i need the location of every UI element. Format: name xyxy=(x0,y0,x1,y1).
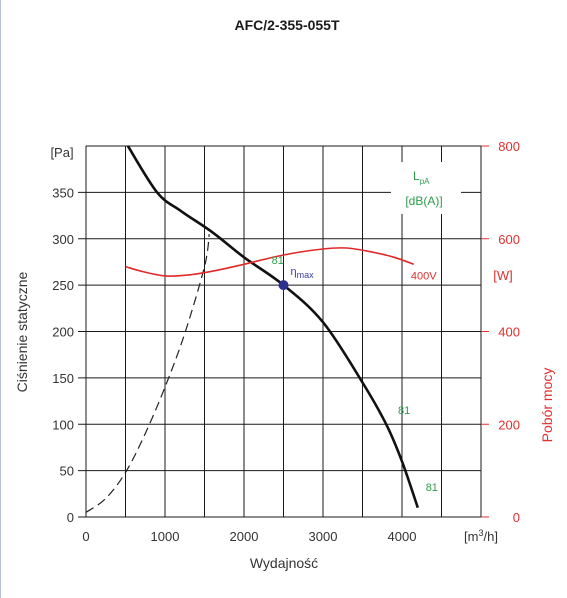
y2-tick-label: 400 xyxy=(498,325,520,340)
x-tick-label: 1000 xyxy=(151,529,180,544)
noise-legend: LpA [dB(A)] xyxy=(391,162,461,214)
curves: 400V 81 81 81 ηmax xyxy=(85,145,438,513)
x-tick-label: 2000 xyxy=(230,529,259,544)
eta-max-point xyxy=(278,280,289,291)
y-unit-label: [Pa] xyxy=(50,145,73,160)
chart-title: AFC/2-355-055T xyxy=(234,17,339,33)
y-tick-label: 350 xyxy=(52,185,74,200)
y2-tick-label: 800 xyxy=(498,139,520,154)
noise-legend-l: LpA xyxy=(413,169,430,186)
x-tick-label: 4000 xyxy=(388,529,417,544)
y-tick-label: 150 xyxy=(52,371,74,386)
noise-label: 81 xyxy=(398,405,410,417)
y2-tick-label: 0 xyxy=(513,510,520,525)
y-tick-label: 50 xyxy=(60,464,74,479)
x-tick-label: 3000 xyxy=(309,529,338,544)
x-axis-title: Wydajność xyxy=(250,555,318,571)
eta-max-label: ηmax xyxy=(291,266,315,280)
y-tick-label: 0 xyxy=(67,510,74,525)
x-unit-label: [m3/h] xyxy=(464,528,498,544)
noise-legend-unit: [dB(A)] xyxy=(405,194,442,208)
y2-tick-label: 200 xyxy=(498,417,520,432)
y-tick-label: 100 xyxy=(52,417,74,432)
y-tick-label: 200 xyxy=(52,325,74,340)
pressure-curve xyxy=(126,145,420,509)
noise-label: 81 xyxy=(426,482,438,494)
power-curve xyxy=(125,247,415,277)
x-tick-label: 0 xyxy=(82,529,89,544)
power-curve-label: 400V xyxy=(411,270,437,282)
system-curve xyxy=(85,234,210,513)
y-tick-label: 300 xyxy=(52,232,74,247)
y2-unit-label: [W] xyxy=(493,268,513,283)
ticks: 0 1000 2000 3000 4000 0 50 100 150 200 250 300 350 0 2… xyxy=(52,139,520,544)
noise-label: 81 xyxy=(272,255,284,267)
y-axis-title: Ciśnienie statyczne xyxy=(14,271,30,392)
y-tick-label: 250 xyxy=(52,278,74,293)
y2-axis-title: Pobór mocy xyxy=(539,368,555,443)
y2-tick-label: 600 xyxy=(498,232,520,247)
